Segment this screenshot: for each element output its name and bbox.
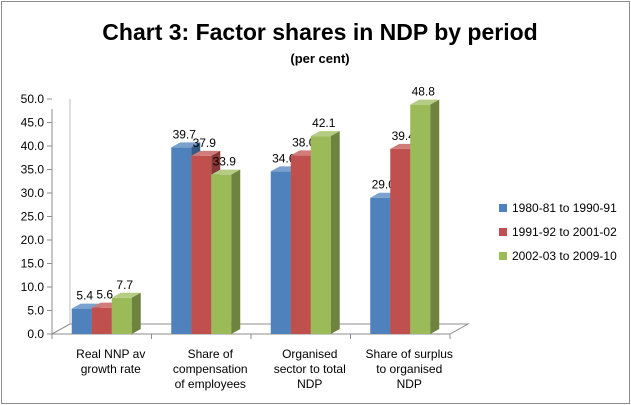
bar-side [330,131,340,334]
bar-value-label: 37.9 [193,136,217,150]
bar-top [310,131,340,137]
bar-front [370,197,391,334]
chart-title: Chart 3: Factor shares in NDP by period [102,19,537,45]
bar-top [191,150,221,156]
x-category-label: compensation [173,362,248,376]
bar-top [111,292,141,298]
x-category-label: Share of surplus [366,347,453,361]
y-tick-label: 35.0 [21,163,45,177]
x-category-label: of employees [175,377,246,391]
bar-top [171,142,201,148]
legend: 1980-81 to 1990-91 1991-92 to 2001-02 2002… [499,201,617,263]
y-tick-label: 5.0 [27,304,44,318]
y-tick-label: 25.0 [21,210,45,224]
bar-value-label: 33.9 [213,155,237,169]
x-category-label: Organised [282,347,337,361]
bar-top [410,99,440,105]
x-category-label: NDP [397,377,422,391]
legend-swatch [499,252,507,260]
bar-front [71,308,92,334]
x-category-label: NDP [297,377,322,391]
legend-label: 1980-81 to 1990-91 [512,201,617,215]
y-tick-label: 30.0 [21,186,45,200]
bar-value-label: 34.6 [272,151,296,165]
bar-front [390,148,411,334]
x-category-label: sector to total [274,362,346,376]
bar-front [91,307,112,334]
bar-top [211,169,241,175]
x-category-label: to organised [376,362,442,376]
bar-side [231,169,241,334]
y-axis-depth-line [51,323,71,335]
bar-front [111,297,132,334]
y-tick-label: 20.0 [21,233,45,247]
legend-swatch [499,204,507,212]
bar-value-label: 7.7 [116,278,133,292]
legend-label: 1991-92 to 2001-02 [512,225,617,239]
bar-value-label: 42.1 [312,116,336,130]
y-tick-label: 45.0 [21,116,45,130]
bar-front [171,147,192,334]
chart-subtitle: (per cent) [290,51,349,66]
bar-value-label: 5.6 [96,288,113,302]
y-tick-label: 50.0 [21,92,45,106]
bar-front [290,155,311,334]
bar-value-label: 39.4 [392,129,416,143]
bar-front [211,174,232,334]
bar-front [270,171,291,334]
bar-value-label: 5.4 [76,289,93,303]
bar-side [131,292,141,334]
plot-area: 0.0 5.0 10.0 15.0 20.0 25.0 30.0 35.0 40.0 45.0 50… [21,85,470,391]
x-category-label: Share of [188,347,234,361]
y-tick-label: 10.0 [21,280,45,294]
legend-label: 2002-03 to 2009-10 [512,249,617,263]
bar-front [410,104,431,334]
y-tick-label: 40.0 [21,139,45,153]
legend-swatch [499,228,507,236]
y-tick-label: 0.0 [27,327,44,341]
bar-front [191,155,212,334]
x-category-label: growth rate [81,362,141,376]
bar-value-label: 29.0 [372,178,396,192]
bar-side [430,99,440,334]
bar-value-label: 48.8 [412,85,436,99]
bar-front [310,136,331,334]
y-tick-label: 15.0 [21,257,45,271]
x-category-label: Real NNP av [76,347,145,361]
bar-value-label: 39.7 [173,127,197,141]
bar-value-label: 38.0 [292,135,316,149]
